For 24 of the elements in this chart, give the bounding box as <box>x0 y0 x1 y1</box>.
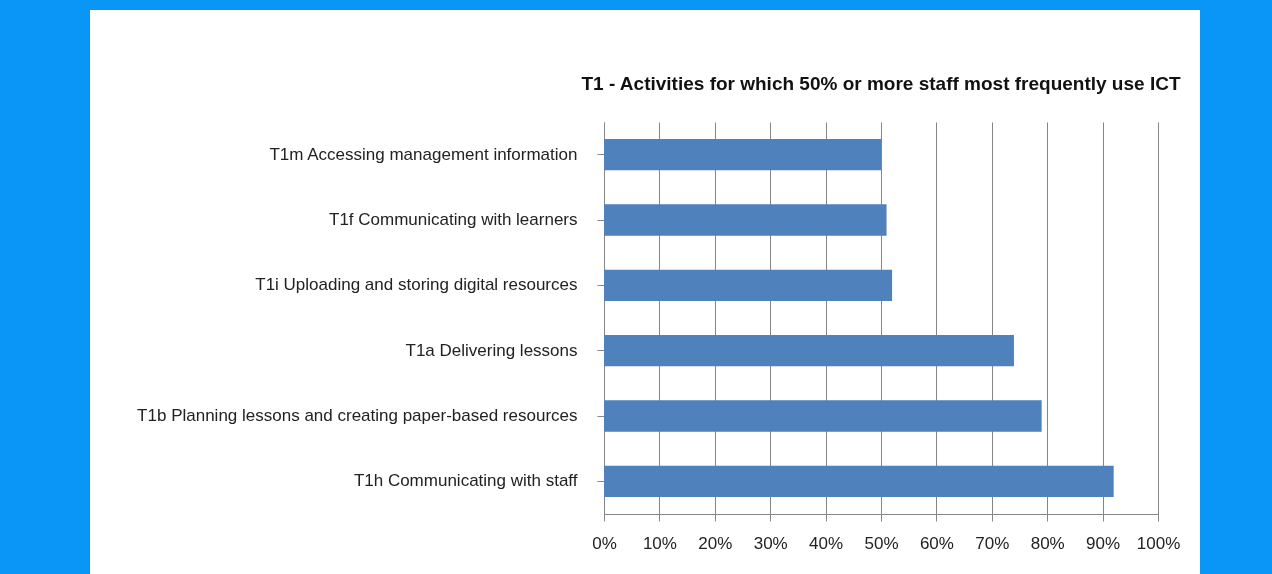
x-tick-label: 0% <box>592 533 617 553</box>
x-tick-label: 50% <box>864 533 899 553</box>
x-tick-label: 60% <box>919 533 954 553</box>
y-tick-label: T1f Communicating with learners <box>329 210 578 229</box>
x-tick-label: 80% <box>1030 533 1065 553</box>
x-tick-label: 70% <box>975 533 1010 553</box>
y-tick-label: T1a Delivering lessons <box>405 340 578 360</box>
y-tick-label: T1b Planning lessons and creating paper-based resources <box>137 406 578 425</box>
y-tick-label: T1h Communicating with staff <box>353 471 578 491</box>
x-tick-label: 20% <box>698 533 733 553</box>
y-tick-label: T1i Uploading and storing digital resources <box>255 275 578 295</box>
bar <box>604 400 1042 432</box>
y-tick-label: T1m Accessing management information <box>269 144 578 164</box>
x-tick-label: 10% <box>642 533 677 553</box>
bar <box>604 138 881 171</box>
bar <box>604 334 1014 367</box>
bar <box>604 204 887 236</box>
bar <box>604 465 1114 498</box>
x-tick-label: 90% <box>1086 533 1121 553</box>
chart-title: T1 - Activities for which 50% or more staff most frequently use ICT <box>581 73 1181 94</box>
x-tick-label: 40% <box>809 533 844 553</box>
x-tick-label: 100% <box>1136 533 1181 553</box>
x-tick-label: 30% <box>753 533 788 553</box>
bar <box>604 269 893 302</box>
